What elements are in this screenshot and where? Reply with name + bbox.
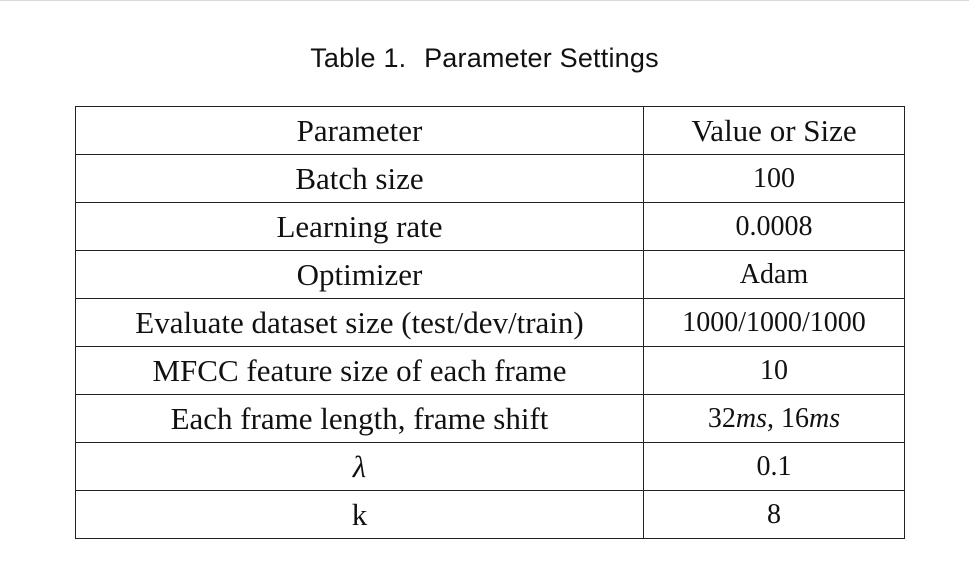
table-row: Batch size 100 [75,154,905,203]
value-cell: 32ms, 16ms [643,394,905,443]
table-title: Parameter Settings [424,43,659,73]
value-cell: Adam [643,250,905,299]
parameter-cell: Batch size [75,154,644,203]
parameter-cell: Optimizer [75,250,644,299]
header-parameter: Parameter [75,106,644,155]
value-cell: 1000/1000/1000 [643,298,905,347]
table-row: λ 0.1 [75,442,905,491]
table-row: MFCC feature size of each frame 10 [75,346,905,395]
parameter-cell: MFCC feature size of each frame [75,346,644,395]
header-value: Value or Size [643,106,905,155]
table-row: Learning rate 0.0008 [75,202,905,251]
parameter-table: Parameter Value or Size Batch size 100 L… [75,106,905,539]
value-cell: 10 [643,346,905,395]
parameter-cell: Evaluate dataset size (test/dev/train) [75,298,644,347]
value-cell: 100 [643,154,905,203]
table-row: Each frame length, frame shift 32ms, 16m… [75,394,905,443]
table-caption: Table 1. Parameter Settings [0,43,969,74]
header-row: Parameter Value or Size [75,106,905,155]
parameter-cell: λ [75,442,644,491]
table-row: k 8 [75,490,905,539]
table-number: Table 1. [310,43,407,73]
table-row: Optimizer Adam [75,250,905,299]
value-cell: 0.1 [643,442,905,491]
parameter-cell: Learning rate [75,202,644,251]
parameter-cell: Each frame length, frame shift [75,394,644,443]
table-row: Evaluate dataset size (test/dev/train) 1… [75,298,905,347]
value-cell: 0.0008 [643,202,905,251]
parameter-cell: k [75,490,644,539]
value-cell: 8 [643,490,905,539]
